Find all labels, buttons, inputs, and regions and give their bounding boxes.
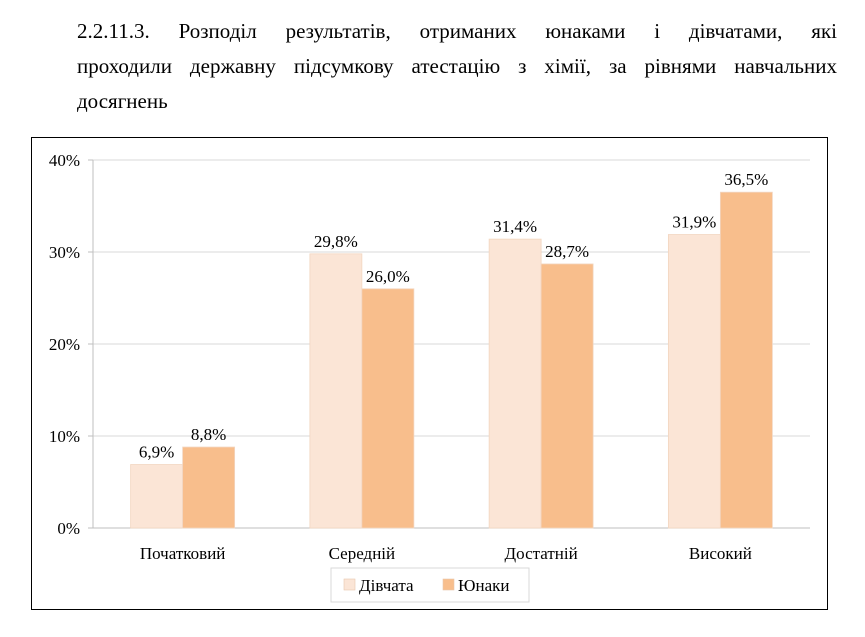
data-label: 8,8% — [191, 425, 226, 444]
data-label: 26,0% — [366, 267, 410, 286]
bar — [540, 263, 594, 529]
x-category-label: Достатній — [505, 544, 578, 563]
figure-caption: 2.2.11.3. Розподіл результатів, отримани… — [77, 14, 837, 119]
bar — [130, 464, 184, 529]
x-category-label: Початковий — [140, 544, 226, 563]
y-tick-label: 10% — [49, 427, 80, 446]
caption-line-3: досягнень — [77, 89, 168, 113]
bar — [309, 253, 363, 529]
bar — [361, 288, 415, 529]
caption-line-1: 2.2.11.3. Розподіл результатів, отримани… — [77, 19, 837, 43]
legend-swatch — [442, 578, 455, 591]
axes: 0% 10% 20% 30% 40% Початковий Середній Достатні… — [49, 151, 752, 563]
y-tick-label: 30% — [49, 243, 80, 262]
legend: Дівчата Юнаки — [330, 567, 530, 603]
data-label: 31,4% — [493, 217, 537, 236]
data-label: 36,5% — [724, 170, 768, 189]
bar — [667, 234, 721, 529]
chart-frame — [31, 137, 828, 610]
data-label: 31,9% — [672, 213, 716, 232]
y-tick-label: 0% — [57, 519, 80, 538]
bar — [488, 238, 542, 529]
x-category-label: Високий — [689, 544, 752, 563]
caption-line-2: проходили державну підсумкову атестацію … — [77, 54, 837, 78]
data-label: 29,8% — [314, 232, 358, 251]
x-category-label: Середній — [329, 544, 395, 563]
legend-label: Юнаки — [458, 576, 509, 595]
bar — [719, 191, 773, 529]
bars — [130, 191, 773, 529]
legend-label: Дівчата — [359, 576, 414, 595]
y-tick-label: 40% — [49, 151, 80, 170]
y-tick-label: 20% — [49, 335, 80, 354]
data-labels: 6,9% 8,8% 29,8% 26,0% 31,4% 28,7% 31,9% 36,5% — [139, 170, 768, 461]
data-label: 6,9% — [139, 443, 174, 462]
legend-box — [330, 567, 530, 603]
data-label: 28,7% — [545, 242, 589, 261]
bar — [182, 446, 236, 529]
legend-swatch — [343, 578, 356, 591]
